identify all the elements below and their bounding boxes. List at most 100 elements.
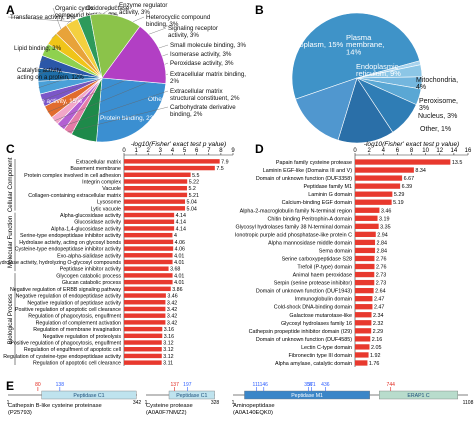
site-label: 356: [304, 382, 313, 388]
pie-label: Isomerase activity, 3%: [170, 51, 232, 58]
value-label: 8.34: [415, 168, 426, 174]
category-label: Domain of unknown function (DUF4585): [256, 337, 352, 343]
value-label: 4.06: [175, 240, 185, 246]
bar: [124, 212, 175, 218]
x-tick-label: 8: [410, 148, 414, 154]
category-label: Lysosome: [97, 200, 121, 206]
bar: [355, 271, 375, 278]
value-label: 3.46: [167, 294, 177, 300]
pie-label: Nucleus, 3%: [418, 113, 457, 120]
value-label: 2.64: [375, 289, 386, 295]
value-label: 5.04: [187, 200, 197, 206]
value-label: 2.76: [376, 256, 387, 262]
bar: [355, 263, 375, 270]
pie-label: Enzyme regulator activity, 3%: [119, 2, 168, 16]
bar: [124, 320, 166, 325]
value-label: 5.21: [189, 193, 199, 199]
position-end: 1108: [463, 400, 474, 406]
pie-chart-b: Extracellular, 51%Other, 1%Nucleus, 3%Pe…: [288, 12, 458, 144]
bar: [355, 223, 379, 229]
x-tick-label: 0: [353, 148, 357, 154]
category-label: Serine-type endopeptidase inhibitor acti…: [20, 233, 121, 239]
leader-line: [52, 7, 62, 30]
category-label: Lytic vacuole: [91, 206, 121, 212]
bar: [355, 231, 376, 238]
category-label: Glucan catabolic process: [62, 280, 122, 286]
site-label: 137: [171, 382, 180, 388]
value-label: 2.94: [377, 232, 388, 238]
value-label: 2.32: [373, 321, 384, 327]
bar: [124, 273, 173, 278]
bar: [124, 313, 166, 318]
value-label: 3.86: [172, 287, 182, 293]
bar: [124, 192, 188, 198]
bar: [355, 287, 374, 294]
value-label: 2.29: [373, 329, 384, 335]
value-label: 6.39: [402, 184, 413, 190]
category-label: Glycogen catabolic process: [56, 273, 121, 279]
pie-label: Lipid binding, 3%: [14, 45, 62, 52]
bar: [124, 219, 175, 224]
x-tick-label: 6: [396, 148, 400, 154]
value-label: 4: [174, 233, 177, 239]
pie-label: Mitochondria, 4%: [416, 77, 458, 91]
bar: [355, 175, 403, 181]
pie-label: Hydrolase activity, 15%: [16, 98, 82, 105]
x-tick-label: 6: [195, 148, 199, 154]
value-label: 2.84: [377, 248, 388, 254]
pie-label: Carbohydrate derivative binding, 2%: [170, 104, 236, 118]
panel-label-d: D: [255, 142, 264, 156]
value-label: 5.04: [187, 206, 197, 212]
bar: [124, 172, 191, 177]
category-label: Regulation of engulfment of apoptotic ce…: [24, 347, 121, 353]
pie-label: Other, 6%: [148, 96, 177, 103]
domain-box: [244, 390, 370, 400]
bar: [124, 232, 173, 238]
category-label: Regulation of complement activation: [36, 320, 121, 326]
group-label: Biological Process: [7, 294, 14, 345]
x-tick-label: 7: [207, 148, 211, 154]
value-label: 3.16: [164, 334, 174, 340]
protein-name: Cysteine protease (A0A0F7NMZ2): [146, 403, 193, 416]
bar: [355, 352, 369, 358]
x-tick-label: 8: [219, 148, 223, 154]
value-label: 4.14: [176, 213, 186, 219]
category-label: Domain of unknown function (DUF3358): [256, 176, 352, 182]
value-label: 6.67: [404, 176, 415, 182]
pie-label: Signaling receptor activity, 3%: [168, 25, 218, 39]
value-label: 4.01: [174, 253, 184, 259]
bar: [124, 239, 174, 245]
x-tick-label: 4: [382, 148, 386, 154]
category-label: Papain family cysteine protease: [276, 160, 352, 166]
category-label: Immunoglobulin domain: [295, 297, 352, 303]
bar: [124, 185, 187, 191]
x-tick-label: 1: [134, 148, 138, 154]
category-label: Cold-shock DNA-binding domain: [274, 305, 352, 311]
bar: [124, 206, 186, 211]
bar: [355, 304, 373, 310]
bar: [355, 215, 378, 221]
position-end: 328: [211, 400, 220, 406]
x-axis-label: -log10(Fisher' exact test p value): [131, 141, 226, 148]
value-label: 5.29: [394, 192, 405, 198]
value-label: 4.01: [174, 273, 184, 279]
category-label: Chitin binding Peritrophin-A domain: [267, 216, 352, 222]
category-label: Animal haem peroxidase: [293, 273, 352, 279]
category-label: Cathepsin propeptide inhibitor domain (I…: [249, 329, 353, 335]
bar: [355, 239, 376, 246]
pie-label: Small molecule binding, 3%: [170, 42, 247, 49]
value-label: 4.01: [174, 260, 184, 266]
x-tick-label: 16: [465, 148, 472, 154]
bar: [124, 347, 162, 352]
domain-diagram-e: Cathepsin B-like cysteine proteinase (P25…: [7, 382, 474, 416]
value-label: 2.47: [374, 297, 385, 303]
pie-label: Endoplasmic reticulum, 9%: [356, 62, 401, 78]
bar: [355, 191, 393, 197]
value-label: 3.11: [163, 361, 173, 367]
pie-slice-a-0: [96, 77, 167, 143]
bar: [355, 159, 451, 165]
category-label: Positive regulation of phagocytosis, eng…: [10, 341, 121, 347]
bar: [124, 279, 173, 285]
bar-chart-c: -log10(Fisher' exact test p value) 0 1 2 3 4 5…: [0, 141, 235, 367]
